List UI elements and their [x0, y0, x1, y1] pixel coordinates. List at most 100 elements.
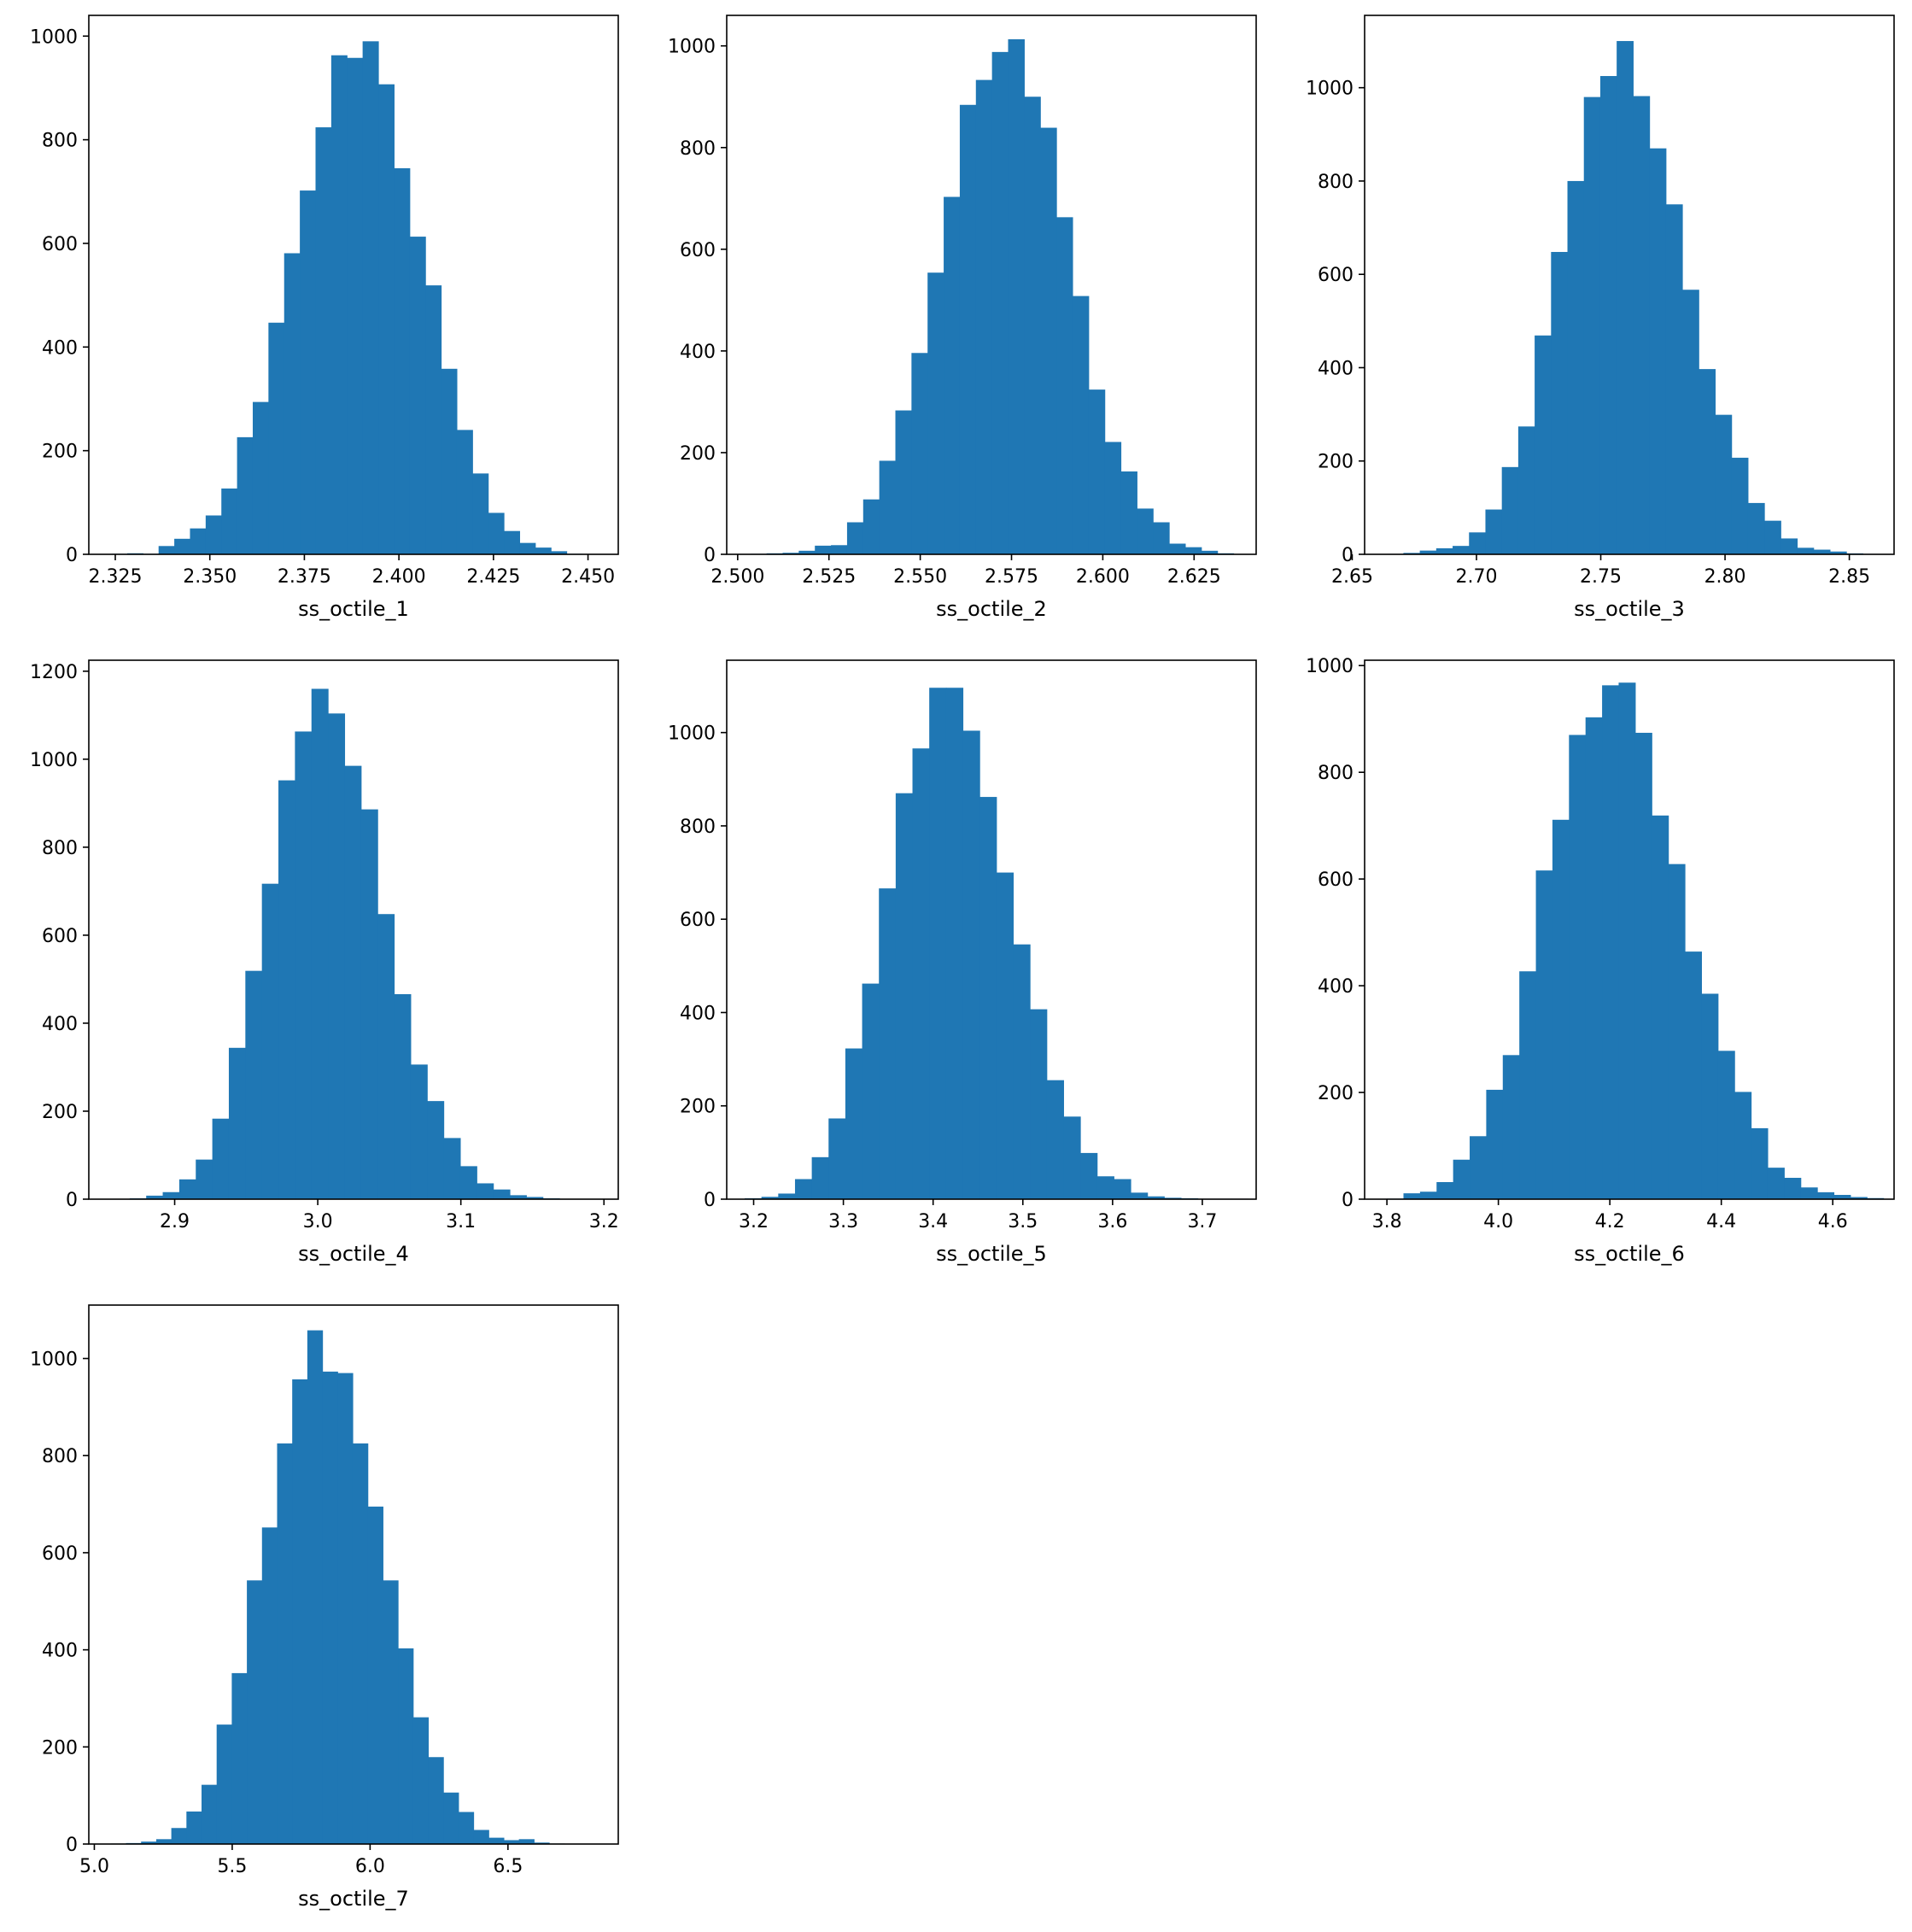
axes-frame — [88, 659, 619, 1200]
y-tick-label: 0 — [704, 545, 716, 566]
y-tick-label: 0 — [66, 545, 78, 566]
y-tick-label: 800 — [680, 138, 716, 160]
y-tick-label: 1000 — [30, 1349, 78, 1371]
histogram-bar — [534, 1842, 550, 1844]
histogram-bar — [1469, 532, 1487, 554]
histogram-bar — [1072, 296, 1090, 554]
histogram-bar — [1403, 553, 1421, 554]
histogram-bar — [425, 285, 442, 554]
y-tick-label: 400 — [1318, 358, 1354, 379]
histogram-bar — [1137, 508, 1154, 554]
y-tick-label: 1000 — [30, 26, 78, 48]
x-tick-label: 2.85 — [1828, 566, 1870, 588]
histogram-bar — [171, 1828, 187, 1844]
histogram-bar — [911, 353, 928, 554]
histogram-bar — [278, 780, 295, 1199]
x-tick-label: 4.2 — [1595, 1211, 1625, 1232]
y-tick-label: 400 — [680, 1003, 716, 1024]
histogram-bar — [443, 1138, 461, 1199]
x-axis-label: ss_octile_5 — [936, 1242, 1047, 1266]
histogram-bar — [1652, 815, 1669, 1199]
x-axis-label: ss_octile_1 — [298, 597, 409, 621]
histogram-bar — [155, 1839, 172, 1844]
x-tick-label: 2.70 — [1455, 566, 1497, 588]
histogram-bar — [383, 1580, 399, 1844]
y-tick-label: 800 — [1318, 763, 1354, 784]
histogram-bar — [311, 688, 329, 1199]
histogram-bar — [1453, 546, 1470, 554]
histogram-bar — [845, 1048, 863, 1199]
histogram-bar — [862, 499, 880, 554]
histogram-panel-7: 5.0 5.5 6.0 6.5 0 200 400 600 800 1000 ss_octile_7 — [30, 1304, 619, 1911]
histogram-bar — [1453, 1159, 1471, 1199]
histogram-bar — [1649, 148, 1667, 554]
x-tick-label: 3.2 — [589, 1211, 619, 1232]
histogram-bar — [1817, 1191, 1835, 1199]
histogram-bar — [427, 1101, 445, 1199]
histogram-bar — [245, 970, 263, 1199]
histogram-bar — [1569, 735, 1587, 1199]
x-tick-label: 3.0 — [303, 1211, 333, 1232]
histogram-bar — [929, 688, 947, 1199]
y-tick-label: 1000 — [668, 37, 716, 58]
histogram-bar — [1164, 1197, 1182, 1199]
histogram-bar — [443, 1792, 459, 1844]
histogram-bar — [1040, 127, 1057, 554]
histogram-bar — [398, 1648, 414, 1844]
histogram-bar — [1715, 414, 1733, 554]
y-tick-label: 0 — [66, 1835, 78, 1856]
axes-frame — [1364, 15, 1895, 555]
histogram-bar — [1153, 522, 1170, 554]
x-tick-label: 3.3 — [828, 1211, 858, 1232]
histogram-bar — [1184, 547, 1202, 554]
histogram-bar — [1435, 547, 1453, 554]
histogram-bar — [458, 1812, 475, 1844]
histogram-bar — [811, 1156, 829, 1199]
x-axis-label: ss_octile_7 — [298, 1887, 409, 1911]
histogram-bar — [979, 797, 997, 1199]
x-tick-label: 3.4 — [918, 1211, 948, 1232]
histogram-bar — [473, 1830, 489, 1844]
y-tick-label: 800 — [42, 1446, 78, 1467]
histogram-bar — [944, 196, 961, 554]
histogram-bar — [927, 272, 944, 554]
x-tick-label: 3.1 — [446, 1211, 476, 1232]
histogram-bar — [1583, 97, 1601, 554]
histogram-bar — [472, 473, 489, 554]
x-tick-label: 4.4 — [1706, 1211, 1736, 1232]
histogram-panel-3: 2.65 2.70 2.75 2.80 2.85 0 200 400 600 800 1000 ss_… — [1306, 15, 1895, 621]
histogram-bar — [1169, 543, 1186, 554]
y-tick-label: 600 — [680, 910, 716, 931]
histogram-bar — [190, 528, 207, 554]
histogram-bar — [212, 1118, 230, 1199]
histogram-bar — [1013, 944, 1031, 1199]
histogram-bar — [394, 993, 412, 1199]
histogram-bar — [196, 1159, 213, 1199]
histogram-bar — [526, 1197, 544, 1199]
y-tick-label: 1000 — [30, 750, 78, 771]
histogram-bar — [162, 1191, 180, 1199]
histogram-bar — [146, 1195, 164, 1199]
y-tick-label: 0 — [1342, 1190, 1354, 1211]
histogram-bar — [337, 1373, 354, 1844]
histogram-bar — [959, 104, 977, 554]
y-tick-label: 600 — [680, 240, 716, 261]
histogram-bar — [1751, 1127, 1769, 1199]
x-tick-label: 2.450 — [561, 566, 615, 588]
y-tick-label: 0 — [704, 1190, 716, 1211]
histogram-bar — [141, 1841, 157, 1844]
histogram-bar — [1114, 1179, 1131, 1199]
histogram-bar — [300, 190, 317, 554]
x-axis-label: ss_octile_4 — [298, 1242, 409, 1266]
histogram-bar — [1780, 538, 1798, 554]
histogram-bar — [991, 51, 1009, 555]
histogram-bar — [1682, 290, 1699, 554]
histogram-bar — [831, 545, 848, 554]
histogram-bar — [1501, 466, 1519, 554]
histogram-bar — [158, 546, 175, 554]
histogram-bar — [1602, 685, 1620, 1199]
histogram-bar — [1470, 1136, 1488, 1199]
histogram-bar — [945, 688, 964, 1199]
x-tick-label: 6.0 — [355, 1856, 385, 1877]
histogram-bar — [237, 436, 254, 554]
